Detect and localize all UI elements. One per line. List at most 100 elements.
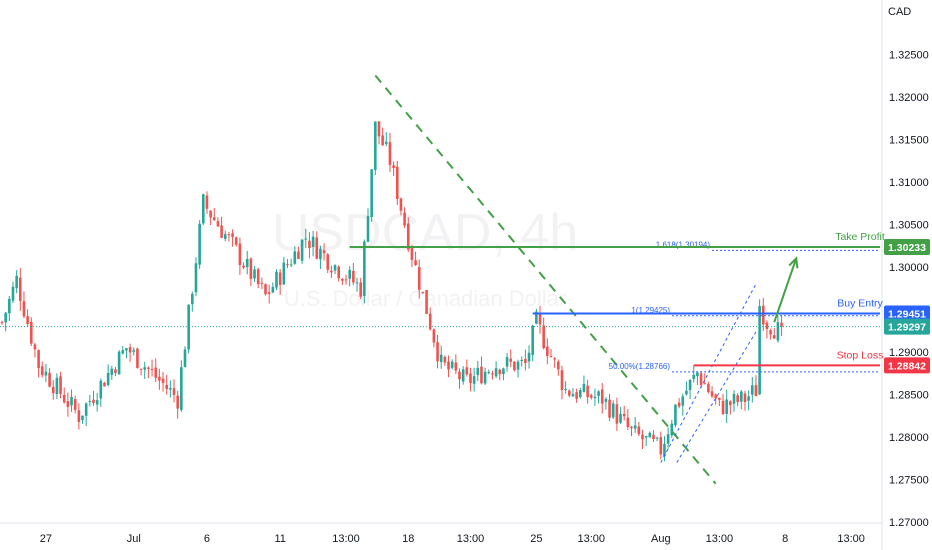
candle-body — [560, 370, 564, 391]
fib-level-label: 1(1.29425) — [631, 306, 670, 315]
candle-body — [0, 321, 4, 323]
time-tick-label: 13:00 — [706, 533, 734, 545]
candle-body — [212, 217, 216, 221]
candle-body — [751, 385, 754, 395]
candle-body — [304, 238, 308, 240]
candle-body — [743, 393, 747, 403]
candle-body — [238, 243, 242, 266]
candle-body — [608, 399, 611, 418]
candle-body — [370, 169, 373, 218]
candle-body — [73, 399, 77, 410]
candle-body — [147, 367, 150, 369]
candle-body — [311, 236, 315, 248]
price-axis[interactable]: 1.32500 1.32000 1.31500 1.31000 1.30500 1.300… — [889, 49, 929, 529]
price-badge-text: 1.30233 — [888, 242, 926, 254]
candle-body — [198, 223, 201, 265]
candle-body — [275, 271, 278, 288]
candle-body — [209, 210, 212, 218]
candles — [0, 121, 783, 462]
time-tick-label: 18 — [402, 533, 414, 545]
candle-body — [465, 367, 469, 375]
candle-body — [19, 277, 22, 301]
candle-body — [395, 166, 399, 200]
candle-body — [106, 373, 110, 385]
candle-body — [699, 373, 703, 385]
projection-arrow-shaft — [773, 258, 798, 323]
candle-body — [502, 368, 505, 375]
price-tick-label: 1.27500 — [889, 474, 929, 486]
candle-body — [637, 426, 641, 435]
candle-body — [780, 322, 783, 327]
candle-body — [264, 284, 267, 295]
candle-body — [191, 293, 194, 305]
candle-body — [498, 369, 502, 375]
candle-body — [337, 266, 341, 279]
candle-body — [729, 401, 732, 406]
candle-body — [234, 237, 238, 245]
candle-body — [681, 396, 685, 406]
candle-body — [487, 372, 491, 374]
candle-body — [524, 358, 527, 364]
candle-body — [271, 286, 275, 293]
candle-body — [223, 234, 227, 239]
candle-body — [564, 388, 567, 391]
price-tick-label: 1.32500 — [889, 49, 929, 61]
time-tick-label: 6 — [204, 533, 210, 545]
candle-body — [22, 301, 26, 317]
price-tick-label: 1.30000 — [889, 262, 929, 274]
candle-body — [165, 384, 168, 390]
candle-body — [366, 216, 370, 242]
candle-body — [428, 313, 432, 330]
candle-body — [253, 269, 256, 279]
candle-body — [589, 395, 593, 398]
candle-body — [150, 368, 154, 370]
candle-body — [8, 298, 11, 314]
candle-body — [421, 291, 425, 293]
candle-body — [439, 354, 443, 363]
candle-body — [538, 312, 542, 325]
time-tick-label: 27 — [40, 533, 52, 545]
candle-body — [114, 369, 117, 373]
candle-body — [626, 417, 630, 427]
candle-body — [62, 394, 66, 403]
candle-body — [714, 394, 717, 399]
fib-anchor-line — [660, 283, 757, 463]
candle-body — [99, 380, 103, 399]
candle-body — [176, 395, 179, 409]
candle-body — [403, 212, 406, 226]
candle-body — [472, 376, 476, 384]
candle-body — [315, 237, 319, 259]
candle-body — [600, 389, 604, 404]
candle-body — [707, 384, 710, 393]
candle-body — [633, 425, 637, 429]
candle-body — [117, 351, 121, 375]
candle-body — [516, 361, 520, 370]
price-badge — [884, 305, 930, 322]
candle-body — [392, 165, 395, 169]
candle-body — [29, 321, 33, 344]
candle-body — [308, 240, 311, 249]
candle-body — [278, 272, 282, 285]
time-tick-label: 25 — [530, 533, 542, 545]
level-name: Buy Entry — [837, 298, 883, 310]
candle-body — [597, 391, 600, 396]
time-tick-label: 13:00 — [577, 533, 605, 545]
candle-body — [417, 267, 421, 290]
candle-body — [319, 248, 322, 260]
candle-body — [659, 437, 663, 455]
candle-body — [443, 356, 447, 363]
time-axis[interactable]: 27 Jul 6 11 13:00 18 13:00 25 13:00 Aug 13:00 8 13:0… — [0, 0, 883, 550]
candle-body — [769, 330, 772, 335]
candle-body — [385, 141, 388, 144]
price-tick-label: 1.31500 — [889, 134, 929, 146]
candle-body — [289, 264, 293, 266]
candle-body — [11, 286, 15, 301]
candle-body — [172, 388, 176, 395]
candle-body — [527, 352, 531, 362]
candle-body — [267, 292, 271, 294]
price-tick-label: 1.30500 — [889, 219, 929, 231]
candle-body — [549, 355, 553, 357]
candle-body — [84, 403, 88, 416]
candle-body — [227, 234, 231, 236]
